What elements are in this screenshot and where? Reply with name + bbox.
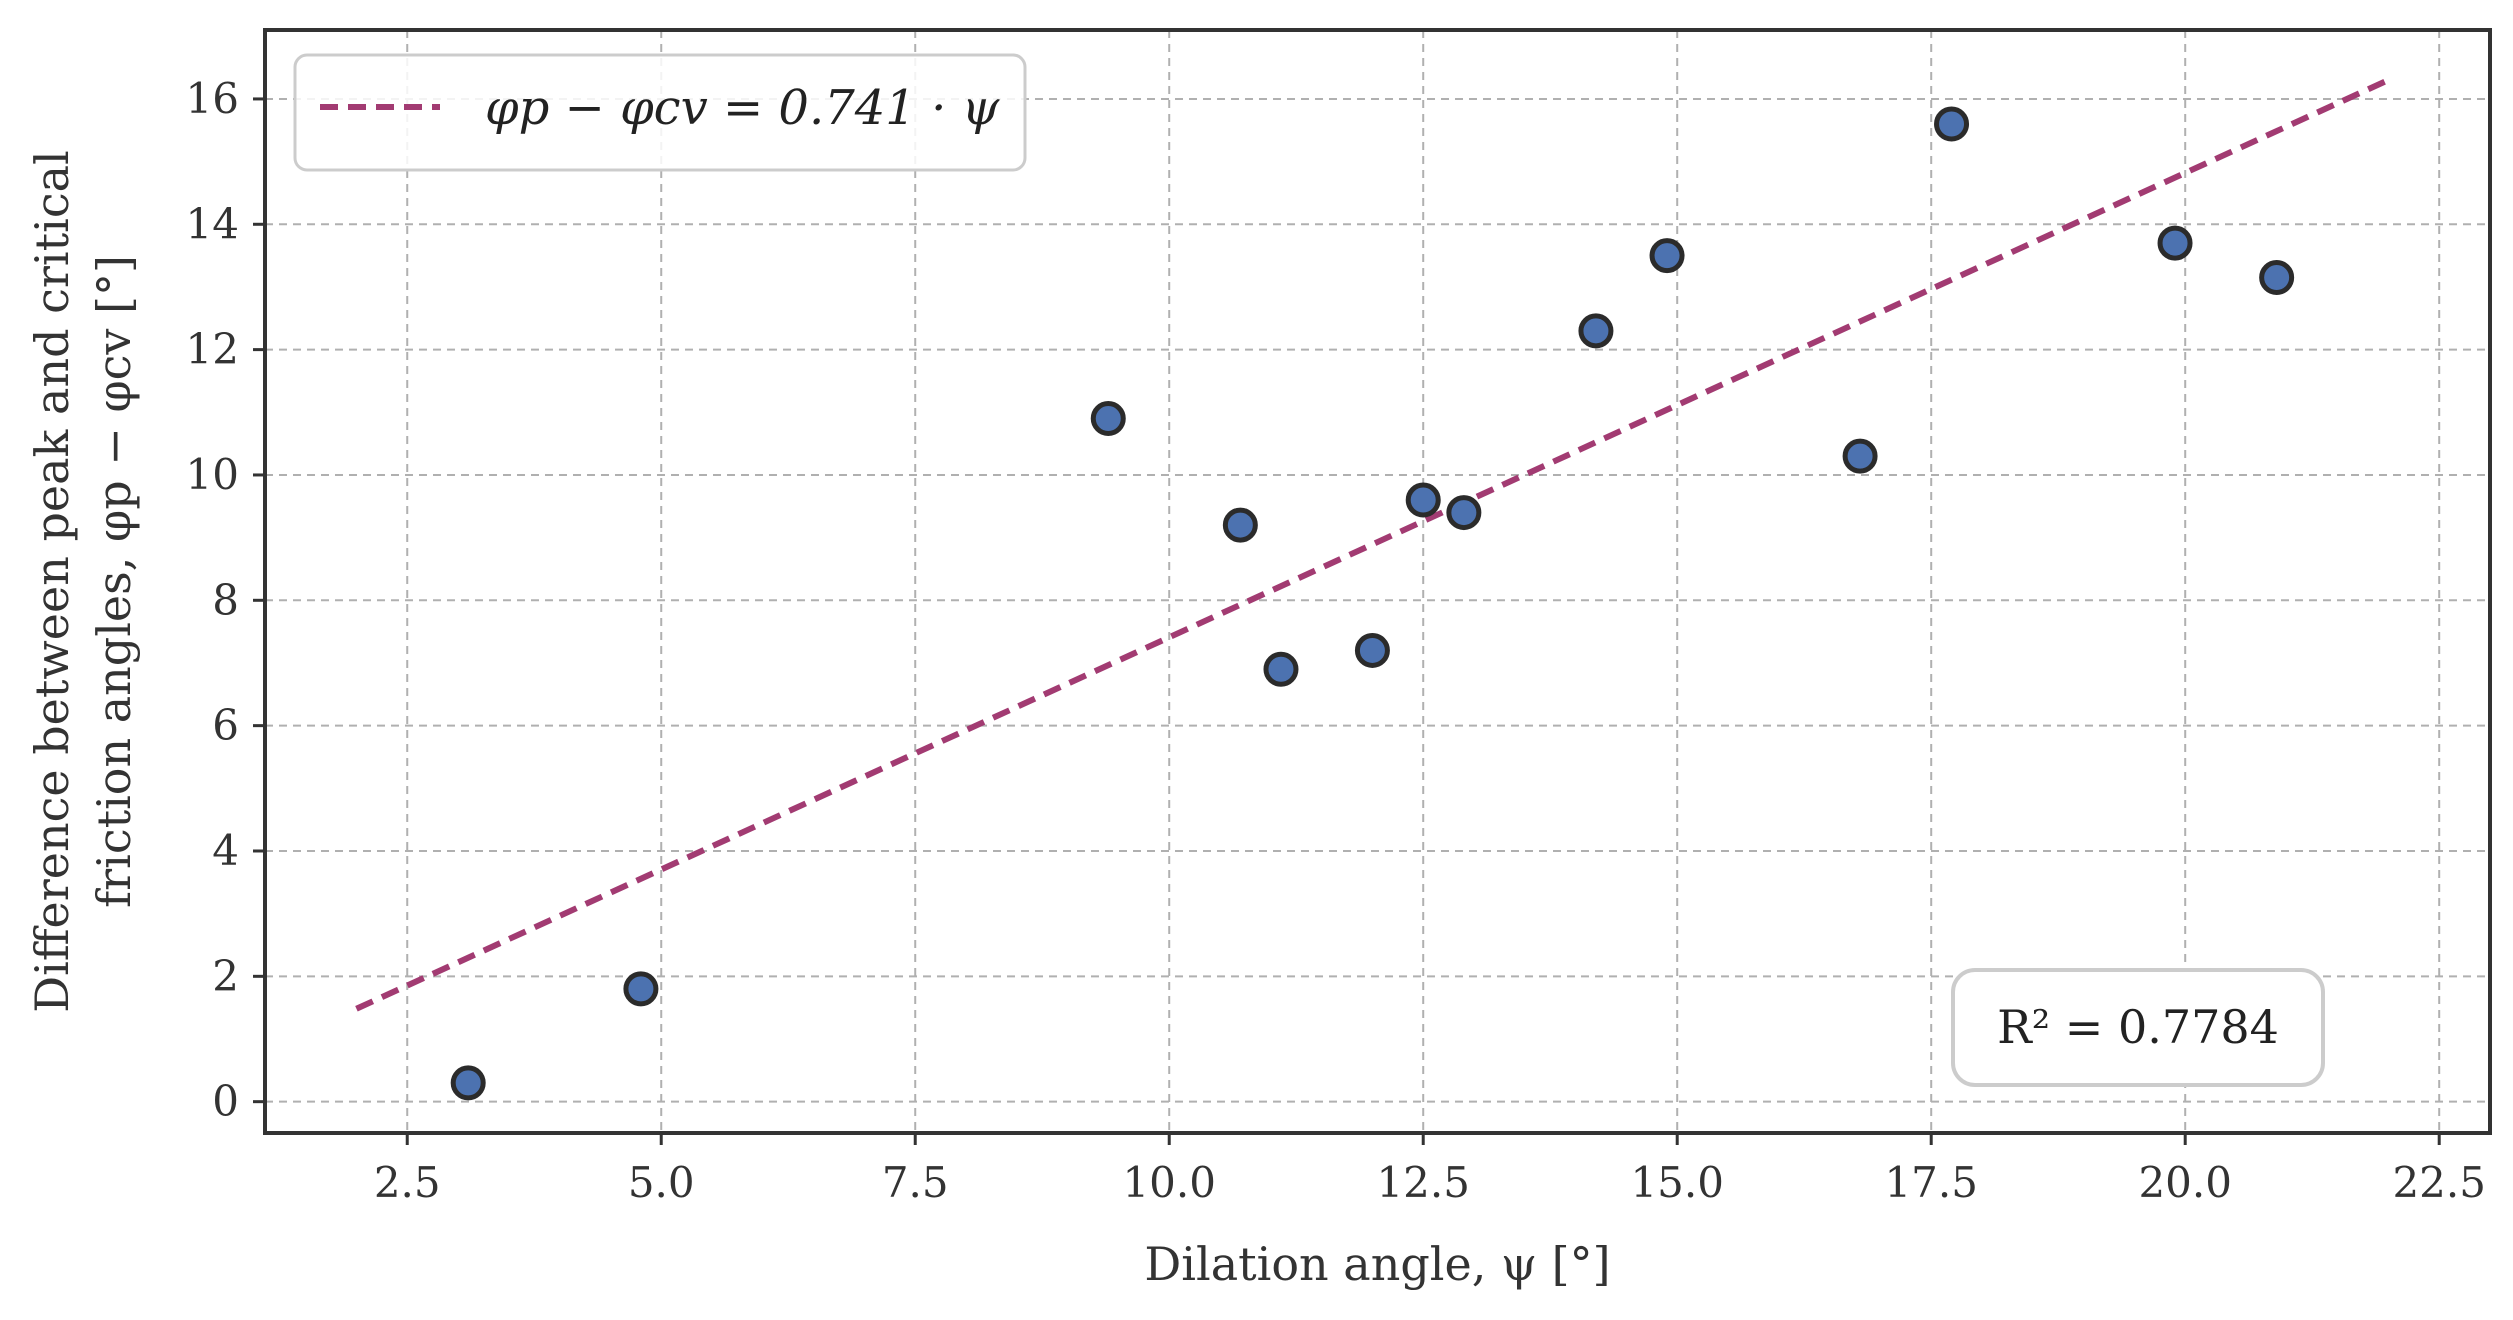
y-tick-label: 16 bbox=[186, 74, 239, 123]
data-point bbox=[1446, 495, 1482, 531]
x-tick-label: 2.5 bbox=[374, 1158, 441, 1207]
y-tick-label: 2 bbox=[212, 951, 239, 1000]
x-tick-label: 12.5 bbox=[1376, 1158, 1470, 1207]
y-tick-label: 6 bbox=[212, 701, 239, 750]
fit-line bbox=[355, 77, 2390, 1012]
legend-label: φp − φcv = 0.741 · ψ bbox=[485, 80, 1001, 136]
plot-frame bbox=[263, 28, 2492, 1135]
x-tick-label: 7.5 bbox=[882, 1158, 949, 1207]
x-tick-label: 20.0 bbox=[2138, 1158, 2232, 1207]
x-tick-label: 22.5 bbox=[2392, 1158, 2486, 1207]
x-tick-label: 10.0 bbox=[1122, 1158, 1216, 1207]
y-tick-label: 4 bbox=[212, 826, 239, 875]
r-squared-box bbox=[1951, 968, 2325, 1087]
x-tick-label: 15.0 bbox=[1630, 1158, 1724, 1207]
x-axis-label: Dilation angle, ψ [°] bbox=[1144, 1237, 1610, 1291]
y-axis-label-line2: friction angles, φp − φcv [°] bbox=[87, 255, 141, 908]
y-tick-label: 0 bbox=[212, 1077, 239, 1126]
data-point bbox=[1842, 438, 1878, 474]
data-point bbox=[1263, 651, 1299, 687]
x-tick-label: 5.0 bbox=[628, 1158, 695, 1207]
data-point bbox=[2157, 225, 2193, 261]
points-layer bbox=[450, 106, 2295, 1101]
data-point bbox=[1090, 401, 1126, 437]
y-axis-label-line1: Difference between peak and critical bbox=[25, 150, 79, 1012]
data-point bbox=[1934, 106, 1970, 142]
y-tick-label: 12 bbox=[186, 325, 239, 374]
grid bbox=[265, 30, 2490, 1133]
data-point bbox=[1222, 507, 1258, 543]
legend: φp − φcv = 0.741 · ψ bbox=[293, 53, 1027, 172]
fit-layer bbox=[355, 77, 2390, 1012]
x-ticks: 2.5 5.0 7.5 10.0 12.5 15.0 17.5 20.0 22.5 bbox=[374, 1133, 2486, 1207]
data-point bbox=[1578, 313, 1614, 349]
data-point bbox=[623, 971, 659, 1007]
data-point bbox=[450, 1065, 486, 1101]
y-tick-label: 14 bbox=[186, 199, 239, 248]
data-point bbox=[1354, 632, 1390, 668]
data-point bbox=[1405, 482, 1441, 518]
y-tick-label: 10 bbox=[186, 450, 239, 499]
x-tick-label: 17.5 bbox=[1884, 1158, 1978, 1207]
data-point bbox=[1649, 238, 1685, 274]
r-squared-label: R² = 0.7784 bbox=[1997, 1000, 2279, 1054]
legend-box bbox=[293, 53, 1027, 172]
y-ticks: 0 2 4 6 8 10 12 14 16 bbox=[186, 74, 265, 1126]
r-squared-annotation: R² = 0.7784 bbox=[1951, 968, 2325, 1087]
data-point bbox=[2259, 260, 2295, 296]
y-tick-label: 8 bbox=[212, 575, 239, 624]
